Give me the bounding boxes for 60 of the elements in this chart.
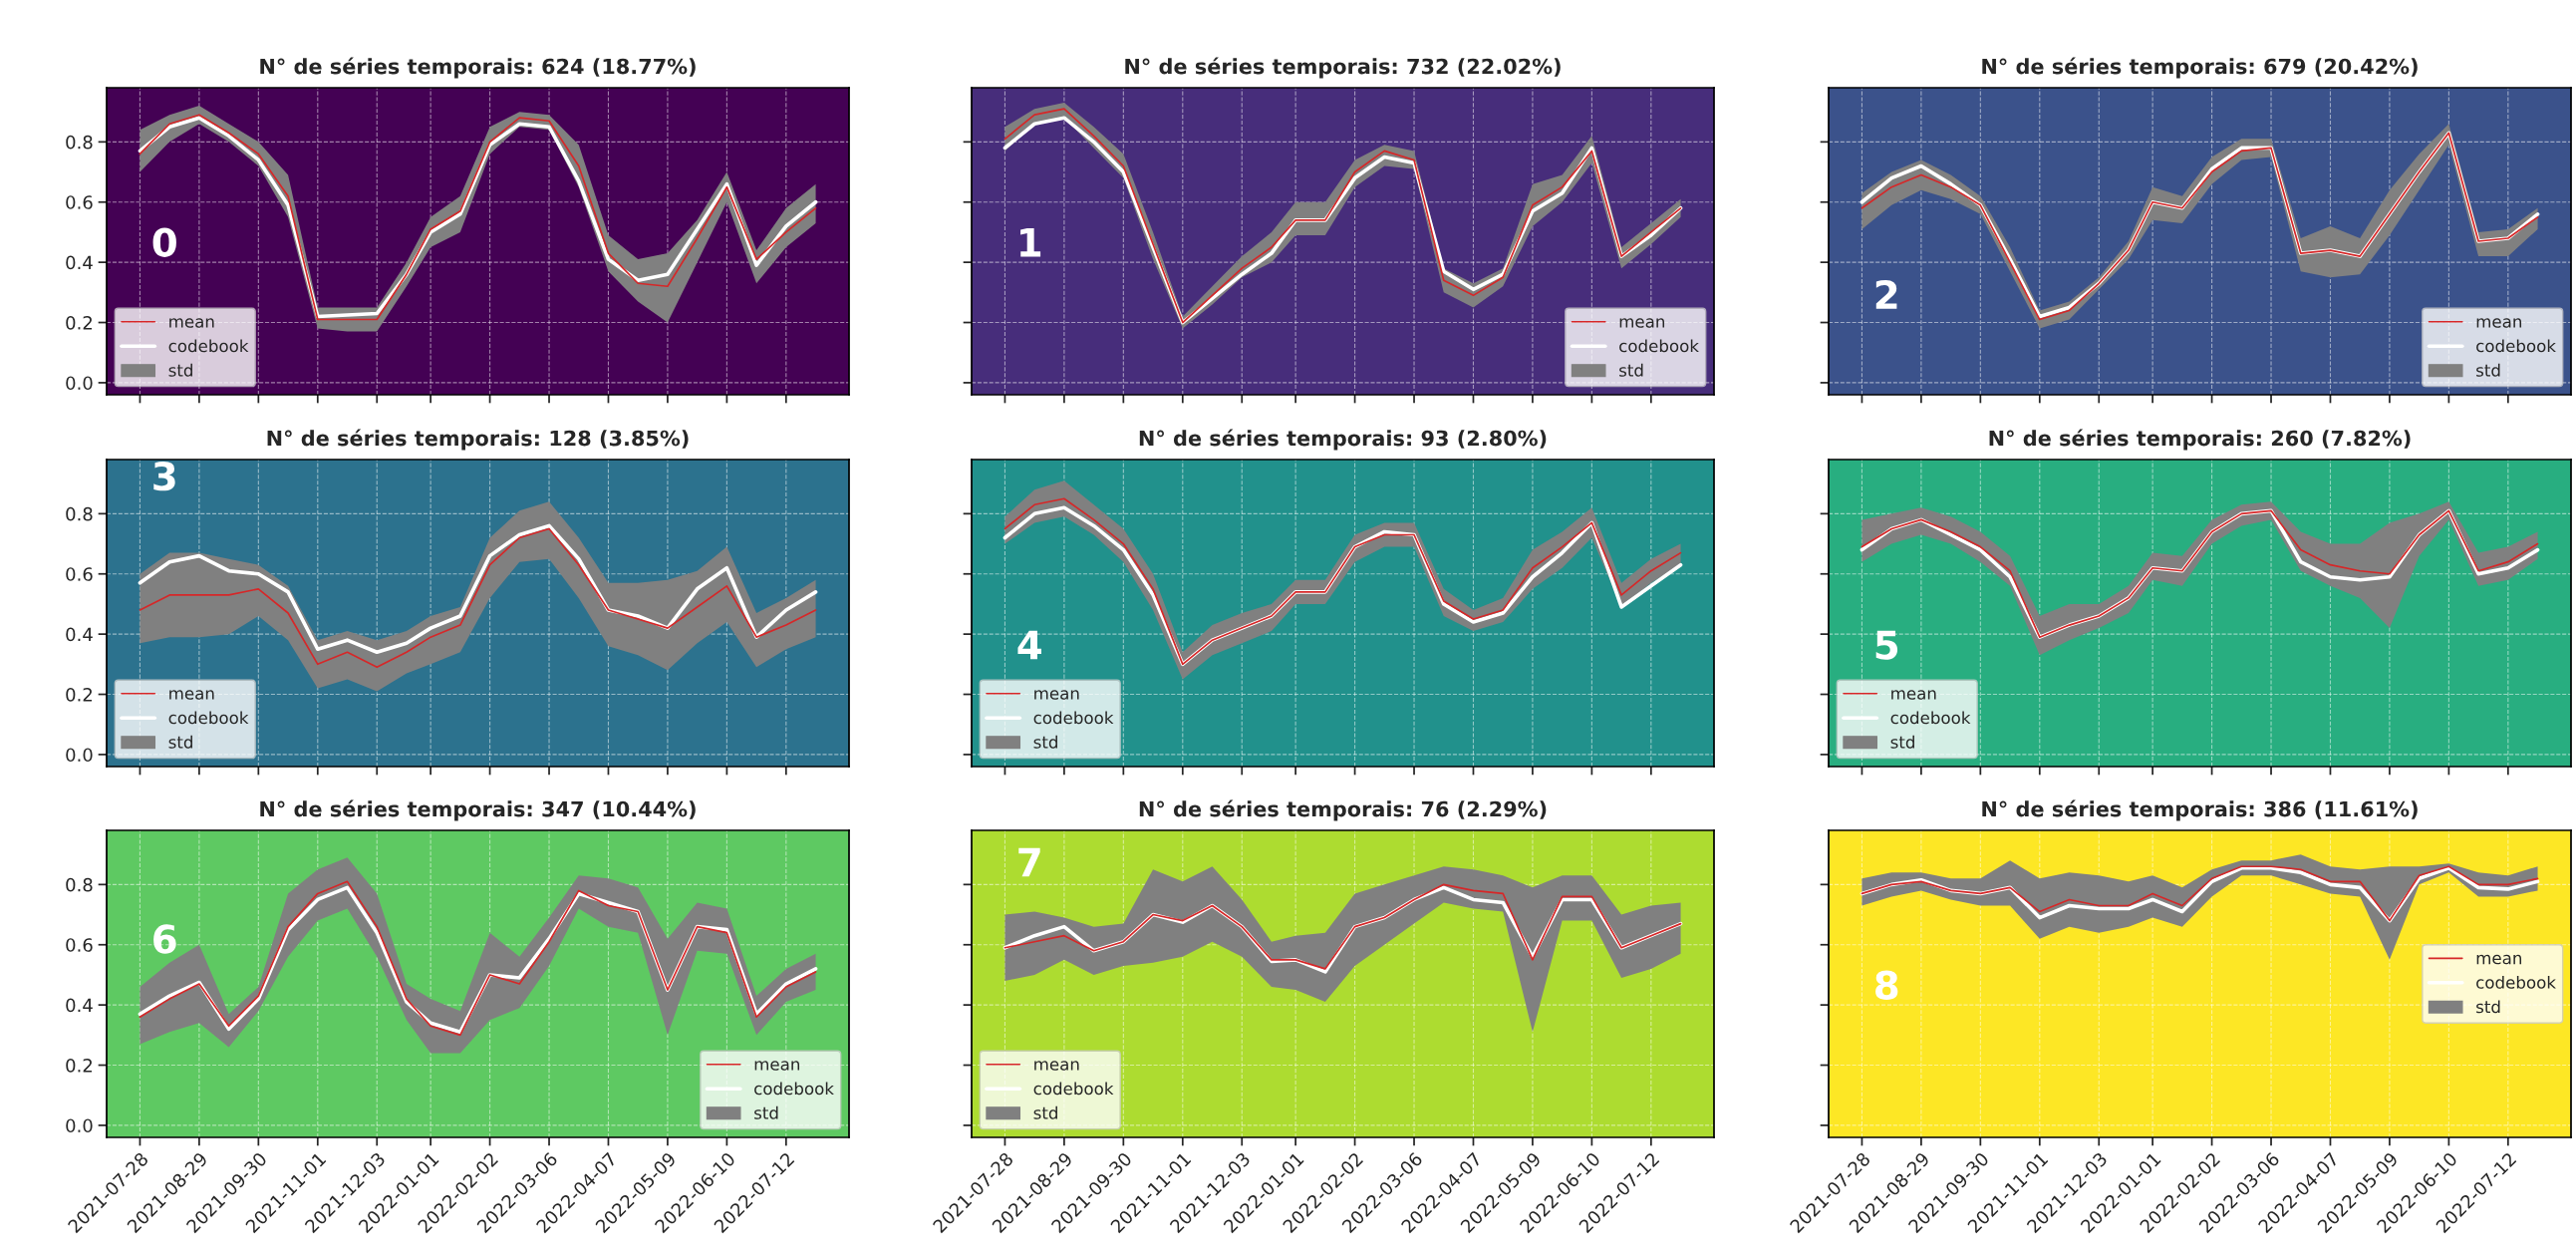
y-tick-label: 0.2 [66,687,92,702]
annotation: 3 [153,461,175,491]
legend-label: codebook [168,711,249,725]
legend-label: codebook [1619,339,1699,353]
legend-label: std [168,363,192,377]
annotation: 2 [1875,279,1897,309]
legend-label: std [1619,363,1643,377]
legend-label: mean [1034,1061,1079,1071]
y-tick-label: 0.4 [66,998,93,1013]
legend-label: std [2476,363,2500,377]
legend-label: mean [2476,954,2522,965]
annotation: 0 [152,227,176,257]
chart-title: N° de séries temporais: 260 (7.82%) [1989,429,2411,451]
legend-label: std [1033,735,1057,749]
legend-label: codebook [1033,1082,1114,1096]
y-tick-label: 0.4 [66,255,93,270]
y-tick-label: 0.0 [66,1118,93,1133]
chart-title: N° de séries temporais: 386 (11.61%) [1982,799,2418,821]
y-tick-label: 0.2 [66,315,92,330]
chart-title: N° de séries temporais: 76 (2.29%) [1139,799,1547,821]
annotation: 1 [1020,228,1041,257]
chart-title: N° de séries temporais: 624 (18.77%) [260,57,696,79]
legend-label: codebook [754,1082,834,1096]
legend-label: std [2476,1000,2500,1014]
legend-label: codebook [2476,339,2556,353]
y-tick-label: 0.8 [66,877,93,892]
legend-label: codebook [2476,975,2556,989]
chart-title: N° de séries temporais: 347 (10.44%) [260,799,696,821]
legend-label: std [168,735,192,749]
legend-label: mean [169,690,214,700]
legend-label: mean [1034,690,1079,700]
annotation: 8 [1875,970,1898,1000]
chart-title: N° de séries temporais: 732 (22.02%) [1125,57,1561,79]
annotation: 4 [1017,630,1041,660]
legend-label: mean [169,318,214,328]
annotation: 5 [1875,630,1898,660]
legend-label: mean [1891,690,1936,700]
legend-label: mean [754,1061,800,1071]
y-tick-label: 0.2 [66,1058,92,1073]
legend-label: std [1890,735,1914,749]
y-tick-label: 0.4 [66,627,93,642]
legend-label: codebook [1890,711,1971,725]
legend-label: std [754,1105,778,1119]
y-tick-label: 0.6 [66,938,93,952]
chart-title: N° de séries temporais: 93 (2.80%) [1139,429,1547,451]
legend-label: mean [2476,318,2522,328]
y-tick-label: 0.8 [66,135,93,150]
y-tick-label: 0.0 [66,376,93,391]
chart-title: N° de séries temporais: 128 (3.85%) [267,429,689,451]
annotation: 7 [1018,847,1040,877]
legend-label: codebook [1033,711,1114,725]
legend-label: mean [1619,318,1665,328]
legend-label: codebook [168,339,249,353]
legend-label: std [1033,1105,1057,1119]
y-tick-label: 0.0 [66,748,93,763]
y-tick-label: 0.6 [66,567,93,581]
chart-title: N° de séries temporais: 679 (20.42%) [1982,57,2418,79]
y-tick-label: 0.8 [66,506,93,521]
annotation: 6 [153,924,176,954]
y-tick-label: 0.6 [66,195,93,209]
